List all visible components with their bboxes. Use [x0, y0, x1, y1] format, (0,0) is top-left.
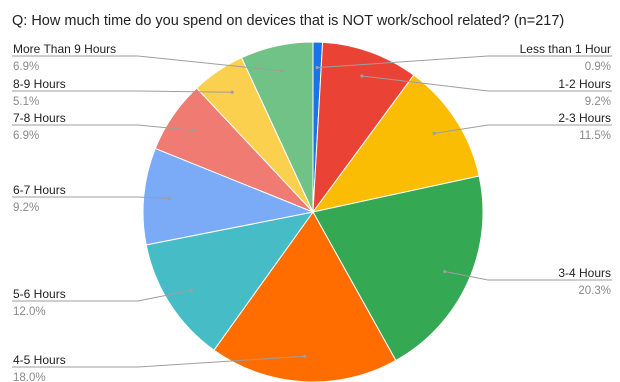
- chart-title: Q: How much time do you spend on devices…: [12, 13, 564, 29]
- slice-label-2: 2-3 Hours: [558, 111, 611, 125]
- leader-dot-2: [432, 131, 436, 135]
- slice-percent-6: 9.2%: [13, 202, 39, 214]
- slice-label-7: 7-8 Hours: [13, 111, 66, 125]
- leader-line-9: [12, 55, 282, 72]
- slice-percent-4: 18.0%: [13, 372, 46, 382]
- slice-label-1: 1-2 Hours: [558, 77, 611, 91]
- leader-dot-1: [360, 74, 364, 78]
- slice-percent-0: 0.9%: [585, 61, 611, 73]
- slice-percent-2: 11.5%: [579, 130, 611, 142]
- slice-percent-9: 6.9%: [13, 61, 39, 73]
- leader-dot-4: [303, 354, 307, 358]
- leader-line-6: [12, 196, 170, 199]
- leader-line-8: [12, 90, 233, 93]
- pie-slices: [142, 41, 484, 382]
- slice-label-3: 3-4 Hours: [558, 266, 611, 280]
- slice-labels: Less than 1 Hour 0.9% 1-2 Hours 9.2% 2-3 Hou…: [13, 42, 611, 382]
- leader-dot-8: [230, 90, 234, 94]
- slice-label-0: Less than 1 Hour: [520, 42, 611, 56]
- pie-slice-2: [311, 74, 480, 213]
- slice-label-6: 6-7 Hours: [13, 183, 66, 197]
- leader-line-0: [317, 55, 612, 69]
- leader-line-5: [12, 289, 192, 302]
- pie-slice-9: [240, 41, 314, 213]
- slice-percent-1: 9.2%: [585, 96, 611, 108]
- leader-dot-6: [167, 196, 171, 200]
- slice-label-5: 5-6 Hours: [13, 287, 66, 301]
- leader-dot-7: [192, 128, 196, 132]
- slice-percent-7: 6.9%: [13, 130, 39, 142]
- pie-slice-6: [142, 147, 315, 246]
- pie-slice-5: [145, 211, 315, 351]
- slice-label-4: 4-5 Hours: [13, 353, 66, 367]
- leader-line-7: [12, 124, 194, 131]
- slice-percent-3: 20.3%: [578, 285, 611, 297]
- leader-line-1: [361, 75, 612, 92]
- leader-dot-0: [315, 66, 319, 70]
- leader-lines: [12, 55, 612, 368]
- slice-percent-8: 5.1%: [13, 96, 39, 108]
- leader-line-3: [444, 271, 612, 281]
- leader-line-4: [12, 355, 305, 368]
- leader-dot-5: [189, 288, 194, 292]
- leader-dot-9: [280, 69, 284, 73]
- pie-slice-1: [312, 41, 415, 214]
- slice-percent-5: 12.0%: [13, 306, 46, 318]
- leader-dot-3: [443, 269, 447, 274]
- pie-slice-3: [312, 175, 484, 362]
- leader-line-2: [434, 124, 612, 134]
- slice-label-8: 8-9 Hours: [13, 77, 66, 91]
- slice-label-9: More Than 9 Hours: [13, 42, 116, 56]
